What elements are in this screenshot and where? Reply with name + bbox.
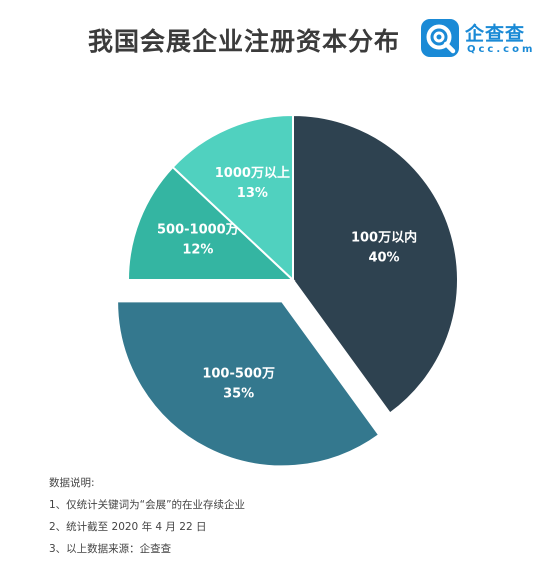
slice-label: 100-500万 [202,367,275,382]
slice-percent: 35% [223,387,254,402]
note-item-1: 1、仅统计关键词为“会展”的在业存续企业 [49,499,246,511]
pie-slice [126,165,296,281]
qcc-logo: 企查查 Qcc.com [420,18,535,58]
slice-percent: 40% [368,250,399,265]
pie-slice [292,113,459,415]
chart-title: 我国会展企业注册资本分布 [88,27,401,56]
data-notes: 数据说明: 1、仅统计关键词为“会展”的在业存续企业 2、统计截至 2020 年… [49,478,245,566]
note-item-2: 2、统计截至 2020 年 4 月 22 日 [49,521,207,533]
slice-label: 500-1000万 [157,222,239,237]
note-item-3: 3、以上数据来源：企查查 [49,543,172,555]
slice-percent: 13% [237,186,268,201]
qcc-logo-icon [421,19,459,57]
logo-name-cn: 企查查 [465,23,526,45]
slice-percent: 12% [182,242,213,257]
notes-heading: 数据说明: [49,477,95,489]
slice-label: 100万以内 [351,229,417,245]
pie-slice [116,300,381,468]
logo-name-en: Qcc.com [467,44,536,55]
slice-label: 1000万以上 [215,166,290,181]
pie-slice [171,113,294,283]
